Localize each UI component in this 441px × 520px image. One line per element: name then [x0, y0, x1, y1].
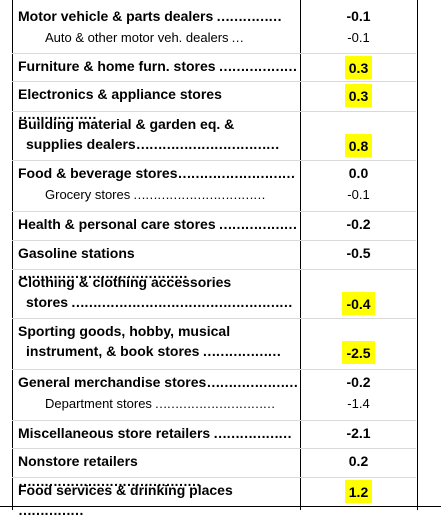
row-separator [12, 111, 416, 112]
row-label: Food services & drinking places …………… [18, 482, 233, 518]
value-text: -0.1 [347, 187, 370, 202]
row-label: Auto & other motor veh. dealers … [45, 30, 244, 45]
value-text: -0.1 [347, 30, 370, 45]
row-value: -0.5 [300, 243, 417, 263]
leader-dots: ……………… [215, 58, 297, 74]
leader-dots: ……………… [199, 343, 281, 359]
row-label: Department stores ………………………… [45, 396, 276, 411]
leader-dots: ………………………… [151, 396, 276, 411]
value-text: -0.2 [346, 374, 371, 390]
highlighted-value: -0.4 [342, 292, 375, 315]
highlighted-value: -2.5 [342, 341, 375, 364]
row-separator [12, 318, 416, 319]
value-text: -0.2 [346, 216, 371, 232]
row-label: Grocery stores …………………………… [45, 187, 266, 202]
row-value: 1.2 [300, 480, 417, 503]
row-label-line1: Building material & garden eq. & [18, 116, 235, 132]
row-value: -2.1 [300, 423, 417, 443]
leader-dots: …………… [18, 502, 84, 518]
row-value: -0.1 [300, 185, 417, 205]
row-value: 0.8 [300, 134, 417, 157]
row-label: Health & personal care stores ……………… [18, 216, 298, 232]
value-text: -1.4 [347, 396, 370, 411]
leader-dots: ……………… [215, 216, 298, 232]
row-label-line1: Sporting goods, hobby, musical [18, 323, 231, 339]
row-separator [12, 160, 416, 161]
row-value: 0.2 [300, 451, 417, 471]
row-separator [12, 81, 416, 82]
table-left-border [12, 0, 13, 510]
row-separator [12, 369, 416, 370]
highlighted-value: 0.8 [344, 134, 373, 157]
row-separator [12, 448, 416, 449]
highlighted-value: 0.3 [344, 84, 373, 107]
row-separator [12, 211, 416, 212]
table-bottom-border [0, 506, 441, 507]
leader-dots: ………………… [206, 374, 298, 390]
value-text: 0.0 [348, 165, 369, 181]
leader-dots: ……………… [18, 106, 97, 122]
row-value: 0.0 [300, 163, 417, 183]
row-separator [12, 420, 416, 421]
row-value: -0.1 [300, 6, 417, 26]
row-label: General merchandise stores………………… [18, 374, 298, 390]
row-label: Furniture & home furn. stores ……………… [18, 58, 297, 74]
leader-dots: …………………………… [130, 187, 266, 202]
leader-dots: …………………………… [135, 136, 280, 152]
table-right-border [417, 0, 418, 510]
leader-dots: …………… [213, 8, 282, 24]
row-value: -0.2 [300, 372, 417, 392]
row-label-line1: Clothing & clothing accessories [18, 274, 232, 290]
row-label-line2: stores …………………………………………… [26, 294, 293, 310]
value-text: -0.1 [346, 8, 371, 24]
row-label: Miscellaneous store retailers ……………… [18, 425, 292, 441]
value-text: 0.2 [348, 453, 369, 469]
leader-dots: ……………… [210, 425, 292, 441]
row-value: -0.4 [300, 292, 417, 315]
row-value: 0.3 [300, 84, 417, 107]
row-label: Electronics & appliance stores ……………… [18, 86, 222, 122]
row-label: Motor vehicle & parts dealers …………… [18, 8, 282, 24]
row-value: 0.3 [300, 56, 417, 79]
row-value: -0.2 [300, 214, 417, 234]
leader-dots: … [228, 30, 244, 45]
row-separator [12, 53, 416, 54]
row-label: Food & beverage stores……………………… [18, 165, 296, 181]
highlighted-value: 1.2 [344, 480, 373, 503]
row-value: -1.4 [300, 394, 417, 414]
row-label-line2: supplies dealers…………………………… [26, 136, 280, 152]
row-separator [12, 477, 416, 478]
row-value: -0.1 [300, 28, 417, 48]
highlighted-value: 0.3 [344, 56, 373, 79]
row-label-line2: instrument, & book stores ……………… [26, 343, 281, 359]
row-value: -2.5 [300, 341, 417, 364]
value-text: -0.5 [346, 245, 371, 261]
leader-dots: ……………………… [177, 165, 296, 181]
row-separator [12, 269, 416, 270]
table-column-divider [300, 0, 301, 510]
row-separator [12, 240, 416, 241]
leader-dots: …………………………………………… [68, 294, 293, 310]
value-text: -2.1 [346, 425, 371, 441]
